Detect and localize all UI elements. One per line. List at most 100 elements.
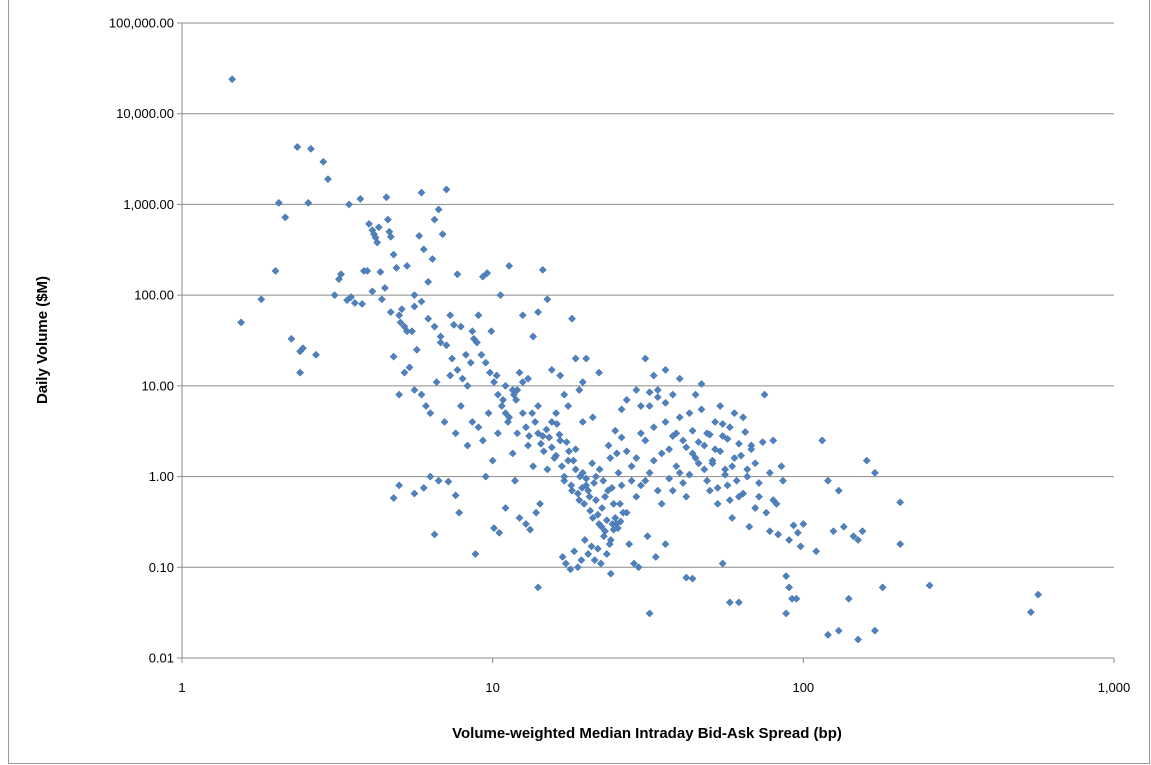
- data-point: [513, 429, 522, 438]
- data-point: [653, 386, 662, 394]
- data-point: [793, 528, 802, 537]
- data-point: [758, 438, 767, 447]
- data-point: [483, 269, 492, 278]
- data-point: [490, 378, 498, 387]
- data-point: [570, 547, 579, 556]
- data-point: [595, 465, 604, 474]
- data-point: [487, 327, 496, 336]
- data-point: [823, 630, 832, 639]
- data-point: [591, 496, 600, 505]
- data-point: [274, 198, 283, 207]
- data-point: [858, 527, 867, 536]
- data-point: [534, 402, 543, 410]
- data-point: [463, 441, 472, 450]
- data-point: [466, 358, 475, 367]
- data-point: [566, 565, 575, 574]
- y-tick-label: 10,000.00: [116, 106, 174, 121]
- data-point: [492, 371, 501, 380]
- axes: [177, 22, 1115, 663]
- data-point: [725, 496, 734, 505]
- data-point: [499, 395, 508, 404]
- data-point: [607, 483, 616, 492]
- data-point: [785, 536, 794, 544]
- data-point: [769, 496, 778, 505]
- data-point: [755, 492, 763, 501]
- data-point: [455, 508, 464, 517]
- data-point: [597, 522, 606, 531]
- data-point: [287, 334, 296, 343]
- data-point: [534, 429, 543, 438]
- data-point: [552, 420, 561, 428]
- data-point: [599, 476, 608, 485]
- data-point: [474, 311, 483, 320]
- data-point: [374, 223, 383, 232]
- data-point: [542, 425, 551, 434]
- data-point: [645, 609, 654, 618]
- y-tick-label: 1.00: [149, 469, 174, 484]
- data-point: [430, 322, 439, 331]
- data-point: [228, 75, 237, 84]
- data-point: [668, 390, 677, 399]
- data-point: [614, 468, 623, 477]
- data-point: [782, 609, 791, 618]
- data-point: [703, 476, 712, 485]
- data-point: [577, 556, 586, 565]
- data-point: [723, 481, 732, 490]
- data-point: [741, 428, 750, 436]
- data-point: [769, 436, 778, 445]
- data-point: [605, 540, 614, 549]
- data-point: [591, 472, 600, 481]
- data-point: [417, 297, 426, 306]
- data-point: [711, 418, 720, 426]
- data-point: [524, 374, 533, 383]
- data-point: [484, 409, 493, 418]
- data-point: [668, 486, 677, 495]
- data-point: [518, 378, 527, 387]
- data-point: [463, 381, 472, 390]
- data-point: [539, 447, 548, 456]
- data-point: [458, 374, 467, 383]
- data-point: [627, 476, 636, 485]
- data-point: [604, 441, 613, 450]
- data-point: [718, 559, 727, 568]
- data-point: [839, 522, 848, 531]
- data-point: [606, 569, 615, 578]
- data-point: [602, 550, 611, 558]
- data-point: [456, 322, 465, 331]
- data-point: [896, 540, 905, 549]
- data-point: [688, 449, 697, 458]
- data-point: [823, 476, 832, 485]
- data-point: [395, 390, 404, 399]
- data-point: [762, 508, 771, 517]
- data-points: [228, 75, 1043, 644]
- data-point: [661, 540, 670, 549]
- data-point: [713, 483, 722, 492]
- data-point: [782, 572, 791, 581]
- data-point: [716, 447, 725, 456]
- data-point: [578, 483, 587, 492]
- data-point: [582, 354, 591, 363]
- data-point: [796, 542, 805, 551]
- data-point: [785, 583, 794, 592]
- data-point: [550, 454, 559, 463]
- data-point: [829, 527, 838, 536]
- data-point: [547, 443, 556, 452]
- data-point: [456, 402, 465, 410]
- y-tick-label: 0.01: [149, 651, 174, 666]
- data-point: [481, 472, 490, 481]
- data-point: [536, 439, 545, 448]
- y-tick-label: 100,000.00: [109, 16, 174, 31]
- data-point: [718, 432, 727, 440]
- data-point: [526, 525, 535, 534]
- data-point: [739, 413, 748, 422]
- data-point: [380, 284, 389, 292]
- data-point: [593, 544, 602, 553]
- data-point: [728, 462, 737, 471]
- data-point: [657, 499, 666, 508]
- data-point: [438, 230, 447, 239]
- data-point: [649, 371, 658, 380]
- data-point: [345, 200, 354, 209]
- data-point: [560, 472, 569, 481]
- data-point: [571, 445, 580, 454]
- data-point: [453, 365, 462, 374]
